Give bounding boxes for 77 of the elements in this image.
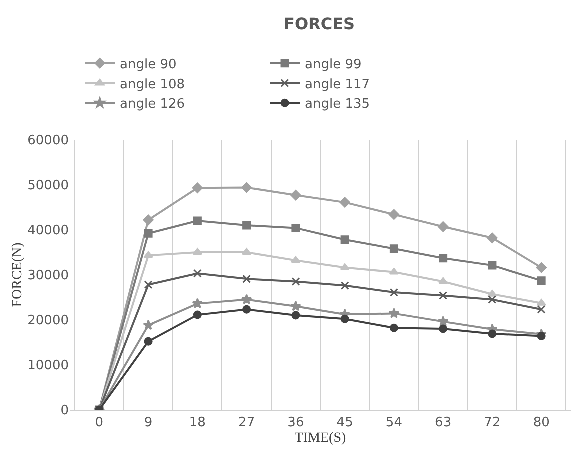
point bbox=[242, 182, 252, 193]
point bbox=[292, 278, 300, 286]
point bbox=[488, 261, 497, 270]
x-tick-label: 0 bbox=[95, 416, 104, 431]
point bbox=[438, 316, 449, 327]
legend-label: angle 135 bbox=[305, 97, 370, 112]
point bbox=[389, 268, 399, 275]
point bbox=[292, 224, 300, 232]
point bbox=[488, 330, 497, 338]
point bbox=[439, 254, 448, 263]
point bbox=[536, 262, 547, 274]
point bbox=[193, 310, 202, 320]
point bbox=[144, 337, 153, 346]
point bbox=[536, 299, 546, 306]
x-tick-label: 9 bbox=[144, 416, 153, 431]
point bbox=[143, 214, 154, 226]
point bbox=[537, 276, 546, 286]
point bbox=[537, 332, 546, 340]
y-tick-label: 0 bbox=[60, 404, 69, 419]
point bbox=[242, 248, 252, 255]
point bbox=[144, 251, 154, 258]
y-tick-label: 60000 bbox=[28, 134, 69, 149]
legend-label: angle 90 bbox=[120, 57, 177, 72]
point bbox=[390, 244, 398, 254]
point bbox=[291, 256, 301, 264]
x-tick-label: 80 bbox=[533, 416, 550, 431]
legend-label: angle 126 bbox=[120, 97, 186, 112]
legend-label: angle 117 bbox=[305, 77, 370, 92]
y-tick-label: 50000 bbox=[28, 178, 69, 194]
point bbox=[438, 222, 449, 232]
point bbox=[192, 182, 203, 194]
point bbox=[192, 248, 202, 255]
x-axis-title: TIME(S) bbox=[294, 430, 346, 446]
point bbox=[144, 280, 153, 290]
x-tick-label: 27 bbox=[238, 416, 256, 431]
point bbox=[488, 290, 498, 297]
point bbox=[438, 278, 448, 284]
point bbox=[340, 236, 350, 244]
y-axis-title: FORCE(N) bbox=[10, 242, 26, 308]
y-tick-label: 20000 bbox=[28, 314, 69, 329]
point bbox=[537, 305, 546, 314]
point bbox=[241, 294, 252, 304]
point bbox=[193, 216, 202, 226]
point bbox=[439, 291, 448, 300]
x-tick-label: 63 bbox=[435, 416, 452, 431]
point bbox=[292, 311, 300, 320]
legend-label: angle 108 bbox=[120, 77, 186, 92]
point bbox=[143, 320, 154, 330]
point bbox=[290, 300, 302, 312]
point bbox=[193, 269, 202, 278]
point bbox=[340, 314, 350, 324]
x-tick-label: 36 bbox=[288, 416, 304, 431]
point bbox=[242, 274, 252, 284]
point bbox=[340, 264, 350, 270]
point bbox=[488, 296, 497, 304]
x-tick-label: 72 bbox=[484, 416, 501, 431]
x-tick-label: 45 bbox=[336, 416, 354, 431]
point bbox=[340, 197, 350, 208]
point bbox=[290, 190, 302, 201]
legend-label: angle 99 bbox=[305, 57, 362, 72]
point bbox=[388, 209, 400, 220]
point bbox=[388, 308, 400, 318]
point bbox=[390, 288, 398, 297]
point bbox=[242, 305, 252, 314]
point bbox=[390, 324, 398, 332]
point bbox=[340, 282, 350, 290]
point bbox=[192, 298, 204, 309]
point bbox=[242, 221, 252, 230]
x-tick-label: 54 bbox=[386, 416, 402, 431]
y-tick-label: 30000 bbox=[28, 268, 69, 284]
point bbox=[439, 324, 448, 334]
y-tick-label: 40000 bbox=[28, 224, 69, 239]
chart-title: FORCES bbox=[284, 14, 356, 34]
x-tick-label: 18 bbox=[189, 416, 206, 431]
y-tick-label: 10000 bbox=[28, 358, 69, 374]
point bbox=[144, 229, 153, 238]
point bbox=[487, 232, 498, 244]
